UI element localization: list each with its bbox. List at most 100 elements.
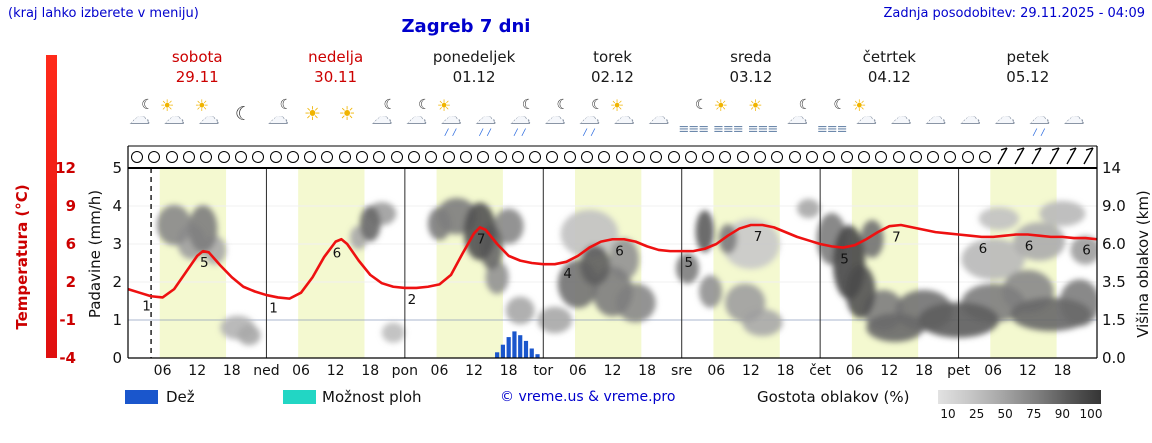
cloud-cover-symbol [632,151,645,163]
weather-icon-rain: ☁ ☁ ∕ ∕ [469,98,503,142]
day-date: 30.11 [314,68,358,86]
cloud-icon: ☁ [787,106,807,128]
cloud-cover-symbol [875,151,888,163]
cloud-icon: ☁ [199,106,219,128]
cloud-icon: ☁ [578,105,601,130]
day-name: sreda [730,48,772,66]
day-date: 04.12 [867,68,911,86]
moon-icon: ☾ [521,97,535,113]
cloud-cover-symbol [927,151,940,163]
sun-icon: ☀ [304,103,322,125]
temperature-axis-label: Temperatura (°C) [13,184,31,330]
sun-icon: ☀ [713,96,729,115]
cloud-cover-symbol [286,151,299,163]
cloud-cover-symbol [805,151,818,163]
weather-icon-cloud: ☁ ☁ [988,98,1022,142]
cloud-icon: ☁ [164,106,184,128]
x-axis-day-label: pet [947,363,971,379]
weather-icon-fog-sun: ☀ ≡≡≡ [711,98,745,142]
cloud-icon: ☁ [649,106,669,128]
svg-text:6: 6 [1082,243,1091,259]
cloud-cover-symbol [252,151,265,163]
cloud-icon: ☁ [993,105,1016,130]
x-axis-hour-label: 12 [465,363,483,379]
cloud-icon: ☁ [509,105,532,130]
weather-icon-sun-cloud: ☀ ☁ ☁ [157,98,191,142]
day-date: 05.12 [1006,68,1050,86]
showers-swatch [283,390,316,404]
weather-icon-moon-cloud: ☾ ☁ ☁ [399,98,433,142]
cloud-cover-symbol [598,151,611,163]
credit-link[interactable]: © vreme.us & vreme.pro [500,389,676,405]
x-axis-hour-label: 12 [880,363,899,379]
cloud-tick: 1.5 [1102,311,1126,329]
svg-text:7: 7 [892,230,901,246]
svg-text:1: 1 [269,300,278,316]
moon-icon: ☾ [141,97,154,113]
precip-tick: 4 [112,197,122,215]
day-name: torek [593,48,632,66]
cloud-cover-symbol [961,151,974,163]
day-name: ponedeljek [432,48,516,66]
moon-icon: ☾ [279,97,293,113]
cloud-cover-symbol [529,151,542,163]
cloud-cover-symbol [615,151,628,163]
rain-swatch [125,390,158,404]
svg-text:5: 5 [840,252,849,268]
weather-icon-moon-cloud: ☾ ☁ ☁ [261,98,295,142]
fog-icon: ≡≡≡ [678,122,709,137]
weather-icon-cloud: ☁ ☁ [1057,98,1091,142]
day-name: četrtek [862,48,916,66]
moon-icon: ☾ [833,97,846,113]
temp-tick: -1 [59,311,76,329]
cloud-icon: ☁ [474,105,497,130]
cloud-icon: ☁ [1028,105,1051,130]
x-axis-hour-label: 18 [1053,363,1072,379]
raindrops-icon: ∕ ∕ [445,128,457,138]
weather-icon-moon-cloud: ☾ ☁ ☁ [538,98,572,142]
cloud-icon: ☁ [197,105,220,130]
cloud-tick: 14 [1102,159,1122,177]
weather-icon-cloud: ☁ ☁ [919,98,953,142]
x-axis-hour-label: 12 [603,363,622,379]
raindrops-icon: ∕ ∕ [514,128,527,138]
cloud-icon: ☁ [476,106,496,128]
cloud-tick: 0.0 [1102,349,1126,367]
cloud-cover-symbol [442,151,455,163]
rain-label: Dež [166,388,195,406]
cloud-cover-symbol [719,151,732,163]
cloud-icon: ☁ [370,105,393,130]
wind-barb-icon [1030,146,1043,170]
cloud-cover-symbol [702,151,715,163]
cloud-icon: ☁ [268,106,288,128]
cloud-icon: ☁ [440,105,462,130]
day-date: 02.12 [591,68,634,86]
wind-barb-icon [1048,146,1061,170]
cloud-cover-symbol [650,151,663,163]
cloud-icon: ☁ [959,105,982,130]
cloud-cover-symbol [321,151,334,163]
cloud-tick: 3.5 [1102,273,1126,291]
fog-icon: ≡≡≡ [816,122,848,137]
showers-label: Možnost ploh [322,388,422,406]
cloud-icon: ☁ [891,106,911,128]
x-axis-hour-label: 06 [153,363,172,379]
cloud-cover-symbol [892,151,905,163]
cloud-cover-symbol [788,151,801,163]
weather-icon-fog-moon: ☾ ≡≡≡ [815,98,849,142]
weather-icon-rain-moon: ☾ ☁ ☁ ∕ ∕ [503,98,537,142]
svg-text:7: 7 [754,229,763,245]
cloud-icon: ☁ [889,105,912,130]
x-axis-hour-label: 18 [638,363,656,379]
weather-icon-moon-cloud: ☾ ☁ ☁ [365,98,399,142]
cloud-icon: ☁ [647,105,670,130]
weather-icon-sun: ☀ [330,98,364,142]
x-axis-hour-label: 12 [1018,363,1037,379]
svg-text:2: 2 [408,292,417,308]
cloud-density-tick: 75 [1026,407,1042,421]
cloud-cover-symbol [338,151,351,163]
cloud-cover-symbol [771,151,784,163]
cloud-icon: ☁ [406,106,426,128]
svg-text:5: 5 [684,255,693,271]
precip-tick: 2 [112,273,122,291]
